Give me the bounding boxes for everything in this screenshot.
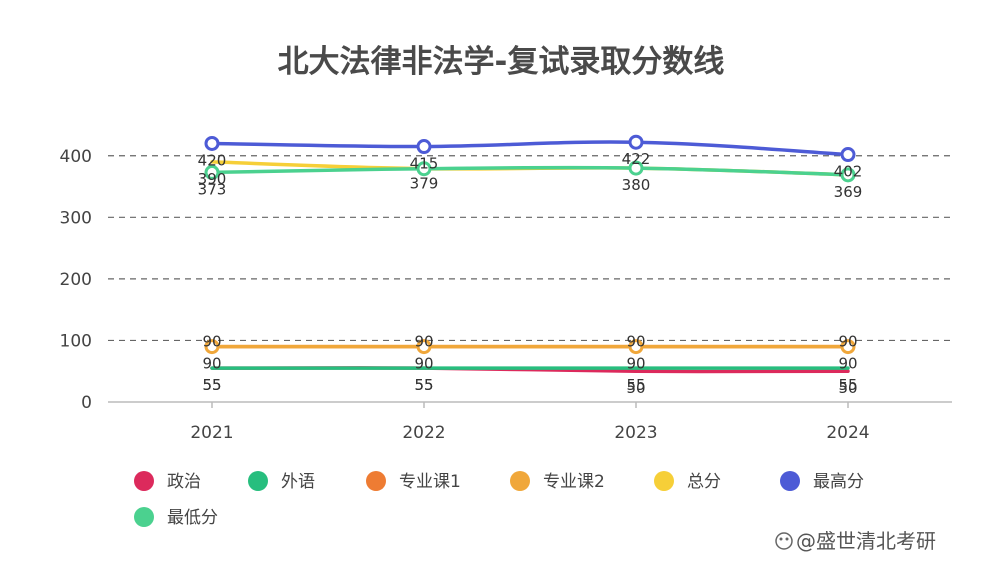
data-point[interactable] [416,339,432,355]
watermark: @盛世清北考研 [775,529,936,553]
data-label: 55 [414,376,433,394]
data-label: 373 [198,180,227,198]
data-point[interactable] [204,339,220,355]
legend-label: 专业课2 [543,472,605,492]
legend-label: 最低分 [167,508,218,528]
chart-title: 北大法律非法学-复试录取分数线 [278,44,725,80]
y-tick-label: 0 [81,393,92,413]
data-label: 55 [838,376,857,394]
data-point[interactable] [628,134,644,150]
x-tick-label: 2024 [826,423,869,443]
legend-label: 总分 [687,472,721,492]
y-tick-label: 100 [60,331,92,351]
data-point[interactable] [204,135,220,151]
data-point[interactable] [416,139,432,155]
data-label: 369 [834,183,863,201]
legend-swatch [510,471,530,491]
legend-swatch [248,471,268,491]
data-point[interactable] [840,339,856,355]
y-tick-label: 400 [60,147,92,167]
data-label: 90 [838,355,857,373]
legend-item[interactable]: 外语 [248,471,315,492]
data-label: 379 [410,175,439,193]
data-point[interactable] [840,167,856,183]
legend-swatch [134,471,154,491]
data-label: 90 [626,333,645,351]
x-tick-label: 2021 [190,423,233,443]
watermark-logo-icon [775,532,793,550]
data-label: 50 [626,379,645,397]
data-label: 90 [202,333,221,351]
legend-swatch [134,507,154,527]
data-label: 90 [414,355,433,373]
legend-label: 外语 [281,472,315,492]
x-axis: 2021 2022 2023 2024 [108,401,952,443]
data-label: 50 [838,379,857,397]
grid-lines [108,155,952,342]
watermark-text: @盛世清北考研 [796,529,936,553]
legend-label: 专业课1 [399,472,461,492]
legend-swatch [366,471,386,491]
y-tick-label: 200 [60,270,92,290]
y-axis: 0 100 200 300 400 [60,147,92,413]
data-label: 420 [198,151,227,169]
data-label: 90 [414,333,433,351]
legend-item[interactable]: 总分 [654,471,721,492]
data-label: 55 [414,376,433,394]
legend-item[interactable]: 专业课2 [510,471,605,492]
data-point[interactable] [204,164,220,180]
data-label: 415 [410,155,439,173]
legend-item[interactable]: 最高分 [780,471,864,492]
data-point[interactable] [628,339,644,355]
legend-item[interactable]: 专业课1 [366,471,461,492]
series-line [210,140,850,157]
data-label: 55 [202,376,221,394]
series-group [204,134,856,374]
y-tick-label: 300 [60,208,92,228]
legend-swatch [780,471,800,491]
legend-item[interactable]: 最低分 [134,507,218,528]
legend-label: 政治 [167,472,201,492]
x-tick-label: 2022 [402,423,445,443]
data-label: 55 [202,376,221,394]
data-label: 390 [198,170,227,188]
data-label: 90 [202,355,221,373]
data-label: 380 [622,176,651,194]
x-tick-label: 2023 [614,423,657,443]
data-point[interactable] [628,160,644,176]
data-label: 90 [838,333,857,351]
legend-swatch [654,471,674,491]
data-point[interactable] [840,147,856,163]
data-label: 422 [622,150,651,168]
legend-label: 最高分 [813,472,864,492]
data-label: 90 [626,355,645,373]
data-point[interactable] [416,161,432,177]
data-label: 55 [626,376,645,394]
data-label: 402 [834,163,863,181]
legend-item[interactable]: 政治 [134,471,201,492]
series-line [210,165,850,177]
